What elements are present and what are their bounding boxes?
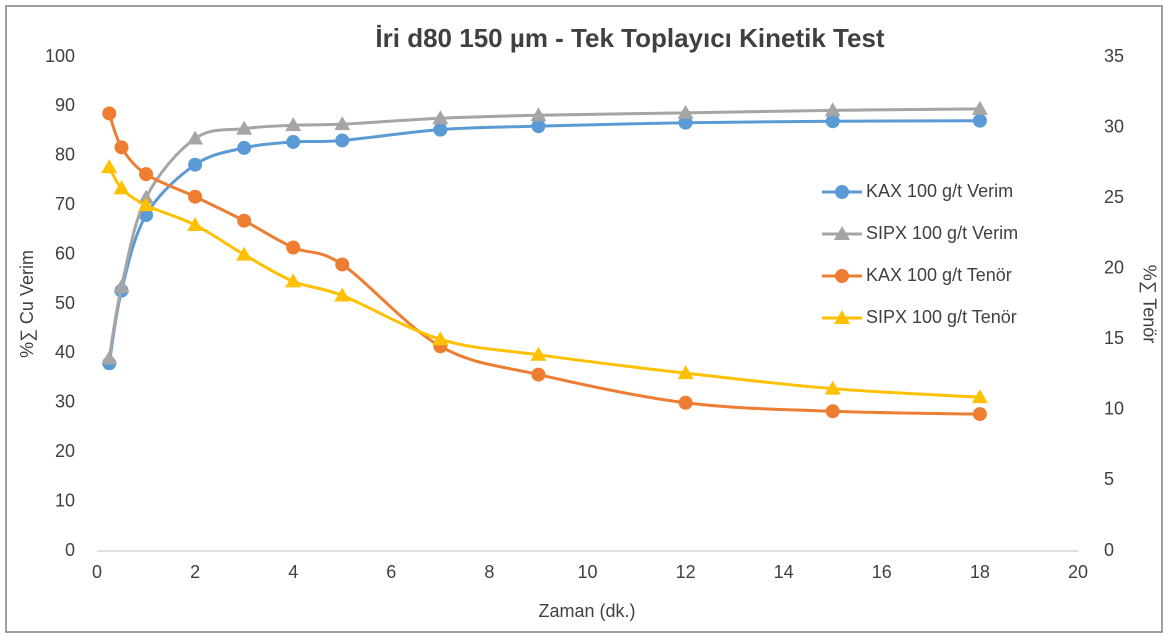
marker (531, 119, 546, 134)
marker (678, 115, 693, 130)
y-tick-label: 50 (55, 293, 75, 313)
y2-tick-label: 10 (1104, 399, 1124, 419)
x-tick-label: 2 (190, 562, 200, 582)
x-tick-label: 4 (288, 562, 298, 582)
y2-tick-label: 20 (1104, 257, 1124, 277)
y2-tick-label: 25 (1104, 187, 1124, 207)
marker (237, 140, 252, 155)
y-tick-label: 30 (55, 392, 75, 412)
y-tick-label: 10 (55, 490, 75, 510)
y2-tick-label: 5 (1104, 469, 1114, 489)
marker (335, 257, 350, 272)
y2-tick-label: 0 (1104, 540, 1114, 560)
marker (236, 120, 253, 135)
x-tick-label: 14 (774, 562, 794, 582)
marker (677, 104, 694, 119)
y2-tick-label: 30 (1104, 116, 1124, 136)
marker (825, 114, 840, 129)
marker (102, 106, 117, 121)
marker (678, 395, 693, 410)
legend-label: KAX 100 g/t Verim (866, 181, 1013, 201)
x-tick-label: 10 (577, 562, 597, 582)
legend-label: KAX 100 g/t Tenör (866, 265, 1012, 285)
x-tick-label: 20 (1068, 562, 1088, 582)
y-tick-label: 60 (55, 243, 75, 263)
marker (530, 107, 547, 122)
marker (101, 350, 118, 365)
marker (972, 113, 987, 128)
marker (138, 189, 155, 204)
marker (335, 133, 350, 148)
x-axis-label: Zaman (dk.) (538, 601, 635, 621)
marker (432, 331, 449, 346)
marker (824, 102, 841, 117)
marker (285, 273, 302, 288)
marker (138, 197, 155, 212)
marker (101, 159, 118, 174)
marker (286, 134, 301, 149)
marker (825, 404, 840, 419)
y-tick-label: 90 (55, 95, 75, 115)
legend-marker (835, 269, 849, 283)
marker (114, 140, 129, 155)
marker (187, 216, 204, 231)
marker (432, 110, 449, 125)
marker (188, 157, 203, 172)
y-tick-label: 0 (65, 540, 75, 560)
y-tick-label: 20 (55, 441, 75, 461)
y2-tick-label: 15 (1104, 328, 1124, 348)
y-tick-label: 40 (55, 342, 75, 362)
marker (334, 116, 351, 131)
marker (188, 189, 203, 204)
marker (971, 389, 988, 404)
marker (113, 180, 130, 195)
x-tick-label: 8 (484, 562, 494, 582)
marker (334, 287, 351, 302)
marker (531, 367, 546, 382)
y2-tick-label: 35 (1104, 46, 1124, 66)
marker (971, 100, 988, 115)
y-tick-label: 80 (55, 145, 75, 165)
x-tick-label: 18 (970, 562, 990, 582)
y2-axis-label: %∑ Tenör (1139, 265, 1159, 344)
y-axis-label: %∑ Cu Verim (17, 250, 37, 358)
x-tick-label: 16 (872, 562, 892, 582)
chart-title: İri d80 150 µm - Tek Toplayıcı Kinetik T… (375, 23, 884, 53)
x-tick-label: 6 (386, 562, 396, 582)
x-tick-label: 12 (676, 562, 696, 582)
legend-marker (834, 226, 850, 240)
marker (113, 278, 130, 293)
marker (139, 208, 154, 223)
marker (433, 122, 448, 137)
marker (824, 380, 841, 395)
marker (237, 213, 252, 228)
marker (286, 240, 301, 255)
marker (236, 246, 253, 261)
x-tick-label: 0 (92, 562, 102, 582)
y-tick-label: 100 (45, 46, 75, 66)
legend-label: SIPX 100 g/t Verim (866, 223, 1018, 243)
legend-marker (835, 185, 849, 199)
marker (187, 130, 204, 145)
legend-label: SIPX 100 g/t Tenör (866, 307, 1017, 327)
marker (530, 346, 547, 361)
marker (139, 167, 154, 182)
marker (285, 117, 302, 132)
legend-marker (834, 310, 850, 324)
marker (972, 407, 987, 422)
marker (677, 365, 694, 380)
y-tick-label: 70 (55, 194, 75, 214)
